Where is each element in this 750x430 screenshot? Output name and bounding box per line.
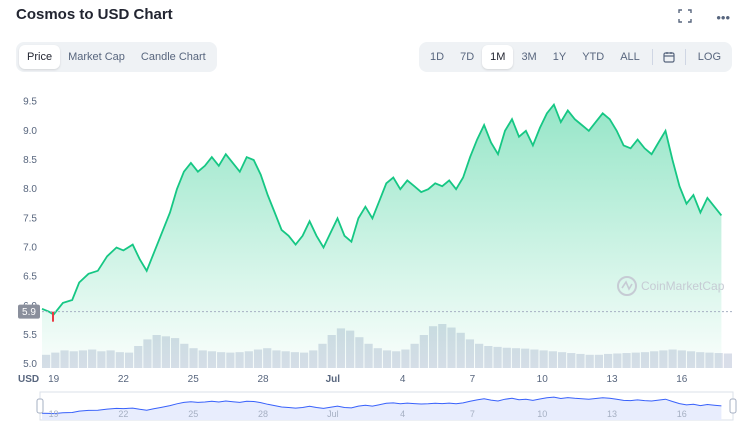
tab-candle-chart[interactable]: Candle Chart — [133, 45, 214, 69]
range-navigator[interactable]: 19 22 25 28 Jul 4 7 10 13 16 — [36, 391, 737, 421]
x-tick-label: 22 — [118, 374, 130, 385]
y-tick-label: 5.0 — [23, 359, 37, 370]
navigator-handle[interactable] — [729, 398, 737, 414]
watermark-text: CoinMarketCap — [641, 279, 725, 293]
x-tick-label: 19 — [48, 374, 60, 385]
navigator-handle[interactable] — [36, 398, 44, 414]
navigator-tick-label: 4 — [400, 409, 405, 419]
navigator-tick-label: 13 — [607, 409, 617, 419]
current-price-badge: 5.9 — [18, 304, 40, 319]
navigator-tick-label: 25 — [188, 409, 198, 419]
log-scale-button[interactable]: LOG — [690, 45, 729, 69]
x-tick-label: 7 — [470, 374, 476, 385]
y-tick-label: 9.0 — [23, 126, 37, 137]
y-tick-label: 7.0 — [23, 243, 37, 254]
navigator-tick-label: 7 — [470, 409, 475, 419]
navigator-tick-label: Jul — [327, 409, 339, 419]
range-1y-button[interactable]: 1Y — [545, 45, 574, 69]
watermark: CoinMarketCap — [617, 276, 725, 296]
x-tick-label: Jul — [326, 374, 341, 385]
range-ytd-button[interactable]: YTD — [574, 45, 612, 69]
fullscreen-icon[interactable] — [678, 9, 693, 26]
navigator-line — [41, 396, 722, 415]
x-axis: 19 22 25 28 Jul 4 7 10 13 16 — [48, 374, 688, 385]
navigator-tick-label: 22 — [118, 409, 128, 419]
price-area — [42, 104, 722, 368]
y-tick-label: 5.5 — [23, 330, 37, 341]
y-tick-label: 6.5 — [23, 272, 37, 283]
x-tick-label: 28 — [257, 374, 269, 385]
navigator-tick-label: 19 — [49, 409, 59, 419]
y-tick-label: 9.5 — [23, 97, 37, 108]
range-7d-button[interactable]: 7D — [452, 45, 482, 69]
y-axis-unit: USD — [18, 374, 39, 385]
current-price-label: 5.9 — [22, 307, 36, 318]
y-tick-label: 7.5 — [23, 213, 37, 224]
tab-price[interactable]: Price — [19, 45, 61, 69]
range-1m-button[interactable]: 1M — [482, 45, 514, 69]
x-tick-label: 4 — [400, 374, 406, 385]
range-selector: 1D 7D 1M 3M 1Y YTD ALL LOG — [419, 42, 732, 72]
navigator-area — [42, 397, 722, 420]
volume-bar — [723, 353, 732, 368]
navigator-tick-label: 16 — [677, 409, 687, 419]
divider — [684, 49, 686, 65]
navigator-tick-label: 28 — [258, 409, 268, 419]
x-tick-label: 25 — [188, 374, 200, 385]
y-tick-label: 8.5 — [23, 155, 37, 166]
y-tick-label: 8.0 — [23, 184, 37, 195]
tab-market-cap[interactable]: Market Cap — [60, 45, 133, 69]
x-tick-label: 10 — [537, 374, 549, 385]
range-3m-button[interactable]: 3M — [513, 45, 544, 69]
down-tick-marker — [52, 311, 54, 322]
chart-type-tabs: Price Market Cap Candle Chart — [16, 42, 217, 72]
page-title: Cosmos to USD Chart — [16, 6, 173, 23]
divider — [651, 49, 653, 65]
calendar-icon[interactable] — [657, 45, 681, 69]
range-all-button[interactable]: ALL — [612, 45, 648, 69]
y-axis: 5.05.56.06.57.07.58.08.59.09.5 — [23, 97, 37, 370]
x-tick-label: 16 — [676, 374, 688, 385]
navigator-tick-label: 10 — [537, 409, 547, 419]
price-line — [41, 102, 723, 316]
more-icon[interactable]: ••• — [716, 9, 730, 25]
range-1d-button[interactable]: 1D — [422, 45, 452, 69]
x-tick-label: 13 — [606, 374, 618, 385]
header-actions: ••• — [678, 9, 730, 26]
